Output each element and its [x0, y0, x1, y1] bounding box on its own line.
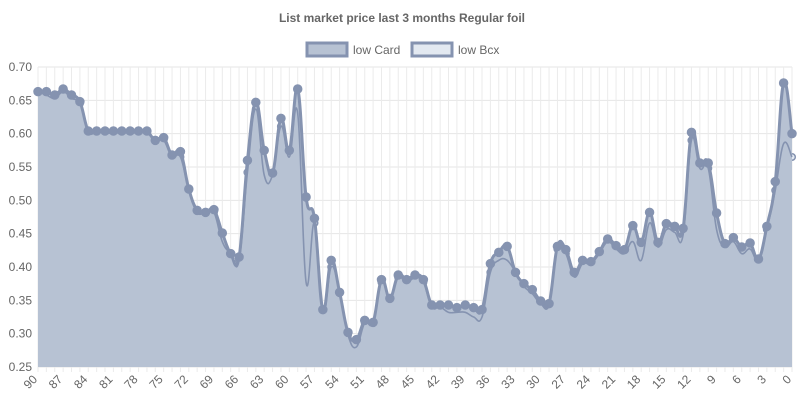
x-tick-label: 66: [222, 372, 242, 392]
x-tick-label: 51: [348, 372, 368, 392]
data-point-low-card[interactable]: [628, 220, 638, 231]
data-point-low-card[interactable]: [602, 234, 613, 244]
x-tick-label: 78: [121, 372, 141, 392]
x-tick-label: 18: [624, 372, 644, 392]
x-tick-label: 24: [574, 372, 594, 392]
x-tick-label: 69: [197, 372, 217, 392]
data-point-low-card[interactable]: [326, 255, 336, 266]
data-point-low-card[interactable]: [301, 192, 311, 202]
data-point-low-card[interactable]: [443, 300, 454, 310]
data-point-low-card[interactable]: [644, 207, 655, 218]
y-tick-label: 0.40: [9, 260, 33, 274]
y-tick-label: 0.55: [9, 160, 33, 174]
x-tick-label: 15: [649, 372, 669, 392]
x-tick-label: 57: [297, 372, 317, 392]
data-point-low-card[interactable]: [276, 113, 286, 124]
data-point-low-card[interactable]: [686, 127, 697, 138]
data-point-low-card[interactable]: [452, 302, 462, 313]
x-tick-label: 81: [96, 372, 116, 392]
legend-label-low-bcx: low Bcx: [458, 43, 499, 57]
x-tick-label: 6: [729, 372, 744, 387]
x-tick-label: 9: [704, 372, 719, 387]
data-point-low-card[interactable]: [309, 213, 320, 224]
y-axis: 0.70 0.65 0.60 0.55 0.50 0.45 0.40 0.35 0.30 0.25: [9, 60, 33, 374]
x-tick-label: 39: [448, 372, 468, 392]
data-point-low-card[interactable]: [669, 221, 680, 232]
area-fill-low-card: [38, 81, 792, 367]
x-tick-label: 72: [172, 372, 192, 392]
data-point-low-card[interactable]: [259, 145, 269, 156]
y-tick-label: 0.45: [9, 227, 33, 241]
x-tick-label: 27: [549, 372, 569, 392]
y-tick-label: 0.30: [9, 327, 33, 341]
legend-label-low-card: low Card: [353, 43, 400, 57]
data-point-low-card[interactable]: [527, 284, 538, 295]
x-tick-label: 12: [674, 372, 694, 392]
data-point-low-card[interactable]: [519, 278, 529, 289]
legend-swatch-low-card: [305, 41, 349, 58]
y-tick-label: 0.35: [9, 293, 33, 307]
y-tick-label: 0.65: [9, 93, 33, 107]
x-axis: 90 87 84 81 78 75 72 69 66 63 60 57 54 51 48 45 42 39 36 33…: [21, 372, 795, 392]
x-tick-label: 42: [423, 372, 443, 392]
y-tick-label: 0.60: [9, 127, 33, 141]
x-tick-label: 36: [473, 372, 493, 392]
x-tick-label: 21: [599, 372, 619, 392]
x-tick-label: 0: [779, 372, 794, 387]
data-point-low-card[interactable]: [728, 232, 739, 243]
legend-item-low-card[interactable]: low Card: [305, 41, 400, 58]
plot-area: [33, 78, 797, 367]
data-point-low-card[interactable]: [502, 241, 512, 252]
data-point-low-card[interactable]: [292, 84, 303, 94]
y-tick-label: 0.70: [9, 60, 33, 74]
data-point-low-card[interactable]: [242, 155, 253, 166]
series-line-overlay-low-bcx: [37, 90, 793, 349]
legend: low Card low Bcx: [305, 41, 499, 58]
y-tick-label: 0.25: [9, 360, 33, 374]
data-point-low-card[interactable]: [778, 78, 789, 88]
x-tick-label: 60: [272, 372, 292, 392]
chart-title: List market price last 3 months Regular …: [279, 11, 525, 25]
x-tick-label: 3: [754, 372, 769, 387]
x-tick-label: 84: [71, 372, 91, 392]
data-point-low-card[interactable]: [58, 84, 68, 94]
data-point-low-card[interactable]: [494, 247, 504, 258]
legend-item-low-bcx[interactable]: low Bcx: [410, 41, 499, 58]
x-tick-label: 33: [498, 372, 518, 392]
data-point-low-card[interactable]: [251, 97, 261, 108]
x-tick-label: 75: [146, 372, 166, 392]
x-tick-label: 90: [21, 372, 41, 392]
x-tick-label: 30: [523, 372, 543, 392]
data-point-low-card[interactable]: [770, 176, 780, 187]
data-point-low-card[interactable]: [460, 300, 471, 310]
data-point-low-card[interactable]: [661, 218, 672, 229]
x-tick-label: 87: [46, 372, 66, 392]
x-tick-label: 48: [373, 372, 393, 392]
legend-swatch-low-bcx: [410, 41, 454, 58]
data-point-low-card[interactable]: [745, 238, 755, 248]
x-tick-label: 54: [322, 372, 342, 392]
x-tick-label: 45: [398, 372, 418, 392]
x-tick-label: 63: [247, 372, 267, 392]
data-point-low-card[interactable]: [787, 128, 797, 139]
data-point-low-card[interactable]: [468, 302, 479, 313]
y-tick-label: 0.50: [9, 193, 33, 207]
